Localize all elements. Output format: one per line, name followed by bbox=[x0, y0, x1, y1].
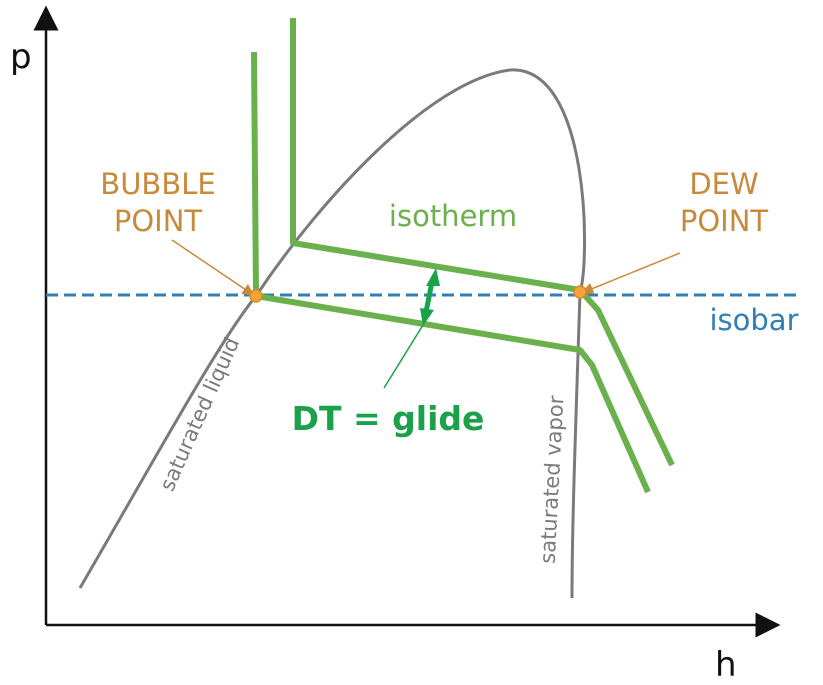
glide-label: DT = glide bbox=[292, 399, 485, 438]
glide-pointer bbox=[383, 324, 424, 389]
bubble-pointer bbox=[171, 239, 255, 296]
saturated-vapor-label: saturated vapor bbox=[536, 395, 569, 565]
bubble-point-label-line2: POINT bbox=[114, 204, 203, 238]
dew-point-marker bbox=[573, 285, 587, 299]
dew-point-label-line1: DEW bbox=[689, 167, 758, 201]
bubble-point-marker bbox=[249, 289, 263, 303]
saturation-dome bbox=[78, 68, 587, 599]
glide-arrow bbox=[420, 268, 440, 326]
y-axis-label: p bbox=[10, 37, 32, 77]
dew-point-label-line2: POINT bbox=[680, 204, 769, 238]
saturated-liquid-label: saturated liquid bbox=[155, 334, 244, 495]
x-axis-label: h bbox=[715, 645, 737, 685]
isotherm-label: isotherm bbox=[389, 199, 517, 233]
bubble-point-label-line1: BUBBLE bbox=[100, 167, 215, 201]
lower-isotherm bbox=[251, 51, 651, 494]
upper-isotherm bbox=[290, 18, 675, 467]
isobar-label: isobar bbox=[709, 303, 798, 337]
dew-pointer bbox=[581, 252, 681, 295]
